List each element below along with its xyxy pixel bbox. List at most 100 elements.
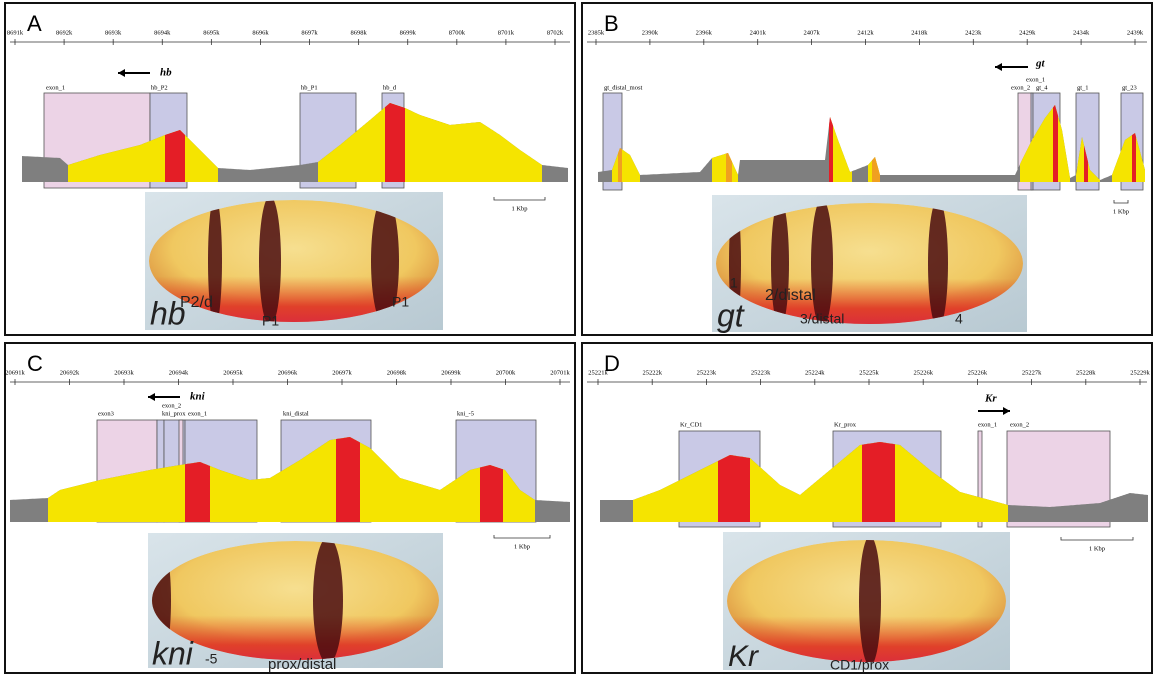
panel-letter: D: [604, 351, 620, 376]
profile-yellow: [1112, 133, 1145, 182]
scale-label: 1 Kbp: [1089, 545, 1105, 552]
scale-bar: [1113, 200, 1129, 204]
box-label: exon_2: [1010, 421, 1029, 428]
expression-stripe: [811, 203, 833, 324]
profile-peak: [829, 117, 833, 182]
embryo-label: P1: [392, 294, 409, 310]
expression-stripe: [928, 203, 948, 324]
box-label: kni_prox: [162, 410, 186, 417]
scale-label: 1 Kbp: [511, 205, 527, 212]
axis-tick-label: 25226k: [968, 369, 988, 376]
box-label: kni_distal: [283, 410, 309, 417]
panel-frame: [581, 342, 1153, 674]
axis-tick-label: 8692k: [56, 29, 73, 36]
axis-tick-label: 2385k: [588, 29, 605, 36]
scale-bar: [493, 535, 551, 539]
box-label: hb_d: [383, 84, 397, 91]
embryo-label: -5: [205, 651, 218, 667]
panel-letter: C: [27, 351, 43, 376]
box-label: exon_2: [1011, 84, 1030, 91]
axis-tick-label: 25224k: [805, 369, 825, 376]
axis-tick-label: 20699k: [441, 369, 461, 376]
box-label: exon_1: [1026, 76, 1045, 83]
profile-yellow: [830, 117, 852, 182]
expression-stripe: [371, 200, 399, 322]
box-label: exon3: [98, 410, 114, 417]
gene-name: gt: [1035, 58, 1046, 70]
embryo: [149, 200, 439, 322]
profile-yellow: [48, 437, 535, 522]
box-label: exon_1: [46, 84, 65, 91]
axis-tick-label: 8702k: [547, 29, 564, 36]
arrow-head: [118, 69, 125, 77]
profile-peak: [165, 130, 185, 182]
profile-peak: [862, 442, 895, 522]
panel-frame: [581, 2, 1153, 336]
axis-tick-label: 8700k: [449, 29, 466, 36]
profile-peak: [718, 455, 750, 522]
axis-tick-label: 2401k: [750, 29, 767, 36]
axis-tick-label: 25225k: [859, 369, 879, 376]
expression-stripe: [859, 540, 881, 662]
box-label: gt_4: [1036, 84, 1048, 91]
axis-tick-label: 20696k: [278, 369, 298, 376]
axis-tick-label: 8693k: [105, 29, 122, 36]
scale-bar: [1060, 537, 1134, 541]
scale-label: 1 Kbp: [514, 543, 530, 550]
embryo-label: 4: [955, 311, 963, 327]
axis-tick-label: 2390k: [642, 29, 659, 36]
axis-tick-label: 8701k: [498, 29, 515, 36]
axis-tick-label: 2407k: [803, 29, 820, 36]
profile-peak: [872, 157, 880, 182]
axis-tick-label: 25221k: [588, 369, 608, 376]
embryo: [716, 203, 1023, 324]
axis-tick-label: 20692k: [60, 369, 80, 376]
expression-stripe: [208, 200, 222, 322]
expression-stripe: [771, 203, 789, 324]
panel-frame: [4, 342, 576, 674]
box-label: gt_23: [1122, 84, 1137, 91]
box-label: hb_P2: [151, 84, 168, 91]
embryo-label: 3/distal: [800, 311, 844, 327]
profile-yellow: [318, 103, 542, 182]
arrow-head: [1003, 407, 1010, 415]
profile-peak: [618, 148, 622, 182]
axis-tick-label: 20700k: [496, 369, 516, 376]
gene-name: hb: [160, 67, 172, 79]
axis-tick-label: 8691k: [7, 29, 24, 36]
profile-peak: [480, 465, 503, 522]
box-label: exon_1: [188, 410, 207, 417]
embryo-label: CD1/prox: [830, 657, 889, 673]
embryo-label: P1: [262, 313, 279, 329]
embryo-label: P2/d: [180, 294, 213, 311]
axis-tick-label: 2429k: [1019, 29, 1036, 36]
axis-tick-label: 25226k: [913, 369, 933, 376]
arrow-head: [148, 393, 155, 401]
box-label: Kr_CD1: [680, 421, 702, 428]
axis-tick-label: 8697k: [301, 29, 318, 36]
gene-name: Kr: [984, 393, 997, 405]
axis-tick-label: 25228k: [1076, 369, 1096, 376]
region-box: [977, 430, 983, 528]
axis-tick-label: 25227k: [1022, 369, 1042, 376]
embryo-label: Kr: [728, 640, 759, 673]
profile-yellow: [1076, 137, 1100, 182]
scale-label: 1 Kbp: [1113, 208, 1129, 215]
profile-peak: [1132, 133, 1136, 182]
axis-tick-label: 2423k: [965, 29, 982, 36]
profile-peak: [336, 437, 360, 522]
embryo-label: kni: [152, 635, 194, 671]
embryo-label: gt: [717, 297, 745, 333]
axis-tick-label: 2434k: [1073, 29, 1090, 36]
axis-tick-label: 8698k: [351, 29, 368, 36]
box-label: Kr_prox: [834, 421, 857, 428]
axis-tick-label: 25229k: [1130, 369, 1150, 376]
axis-tick-label: 20697k: [332, 369, 352, 376]
axis-tick-label: 8699k: [400, 29, 417, 36]
panel-letter: B: [604, 11, 619, 36]
embryo-label: hb: [150, 295, 186, 331]
axis-tick-label: 8696k: [252, 29, 269, 36]
axis-tick-label: 2412k: [857, 29, 874, 36]
box-label: exon_2: [162, 402, 181, 409]
